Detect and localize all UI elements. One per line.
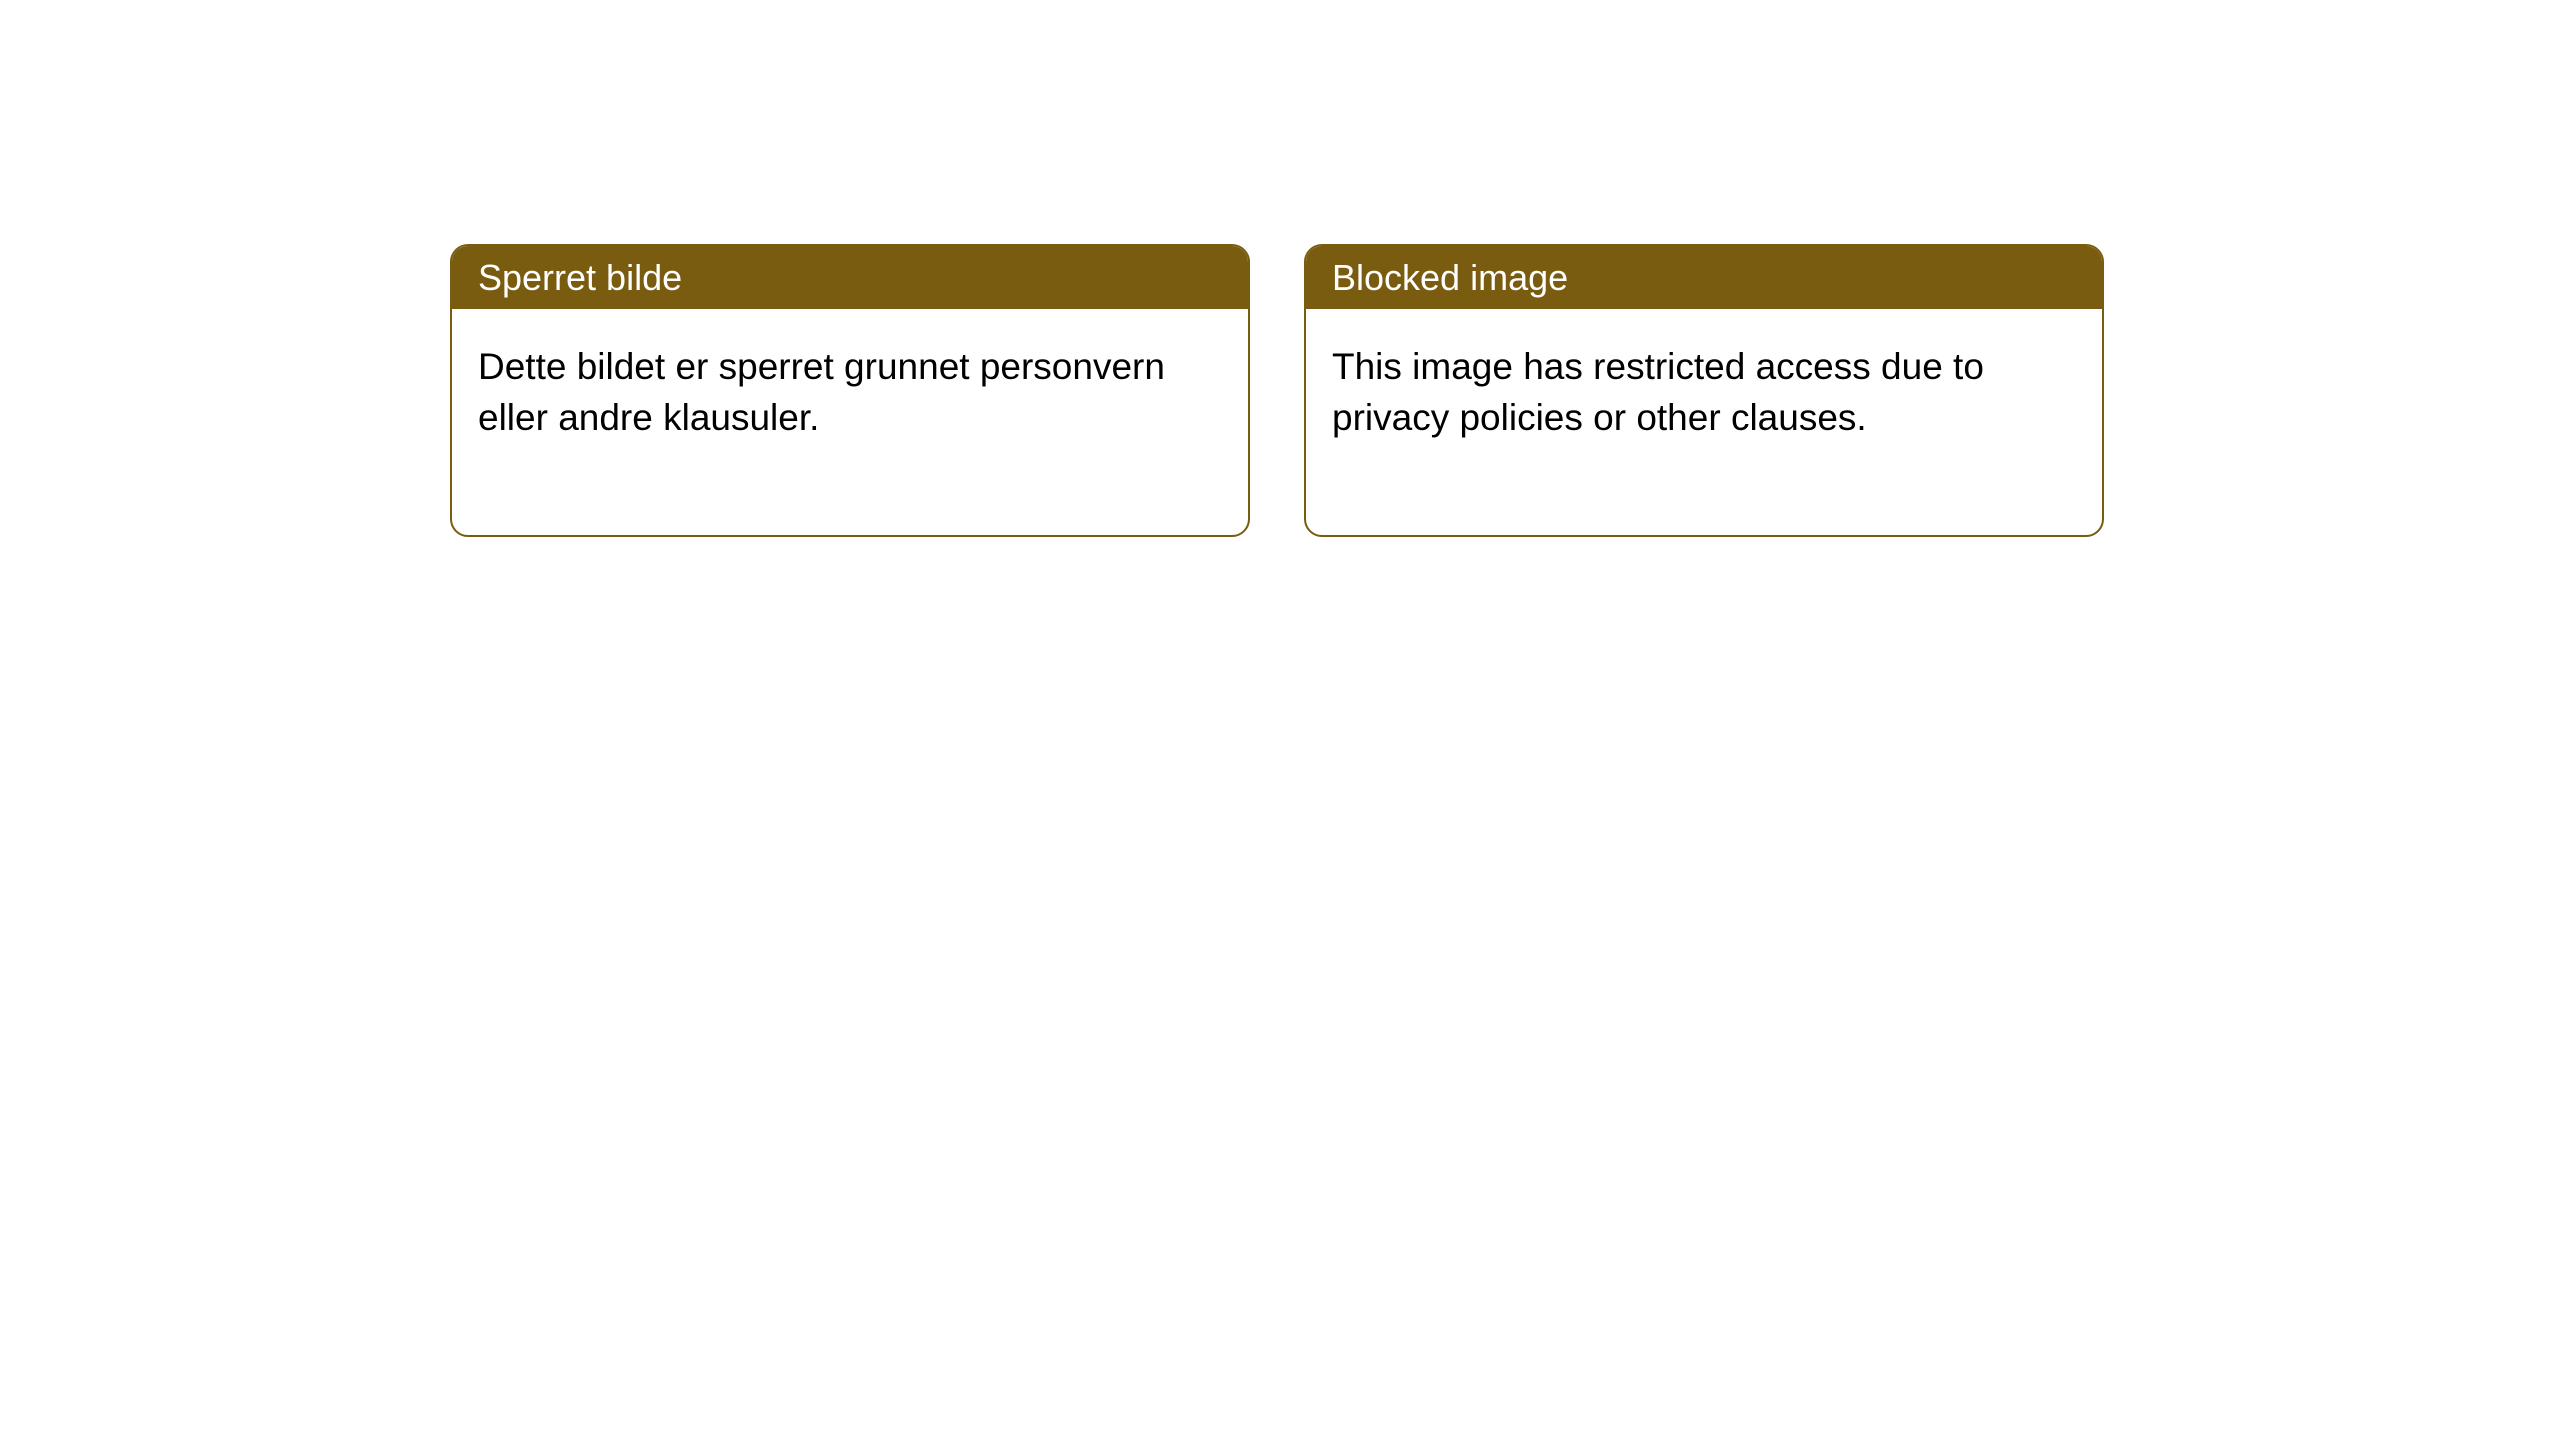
- notice-body-english: This image has restricted access due to …: [1306, 309, 2102, 535]
- notice-body-norwegian: Dette bildet er sperret grunnet personve…: [452, 309, 1248, 535]
- notice-header-english: Blocked image: [1306, 246, 2102, 309]
- notice-header-norwegian: Sperret bilde: [452, 246, 1248, 309]
- notice-container: Sperret bilde Dette bildet er sperret gr…: [450, 244, 2104, 537]
- notice-card-english: Blocked image This image has restricted …: [1304, 244, 2104, 537]
- notice-card-norwegian: Sperret bilde Dette bildet er sperret gr…: [450, 244, 1250, 537]
